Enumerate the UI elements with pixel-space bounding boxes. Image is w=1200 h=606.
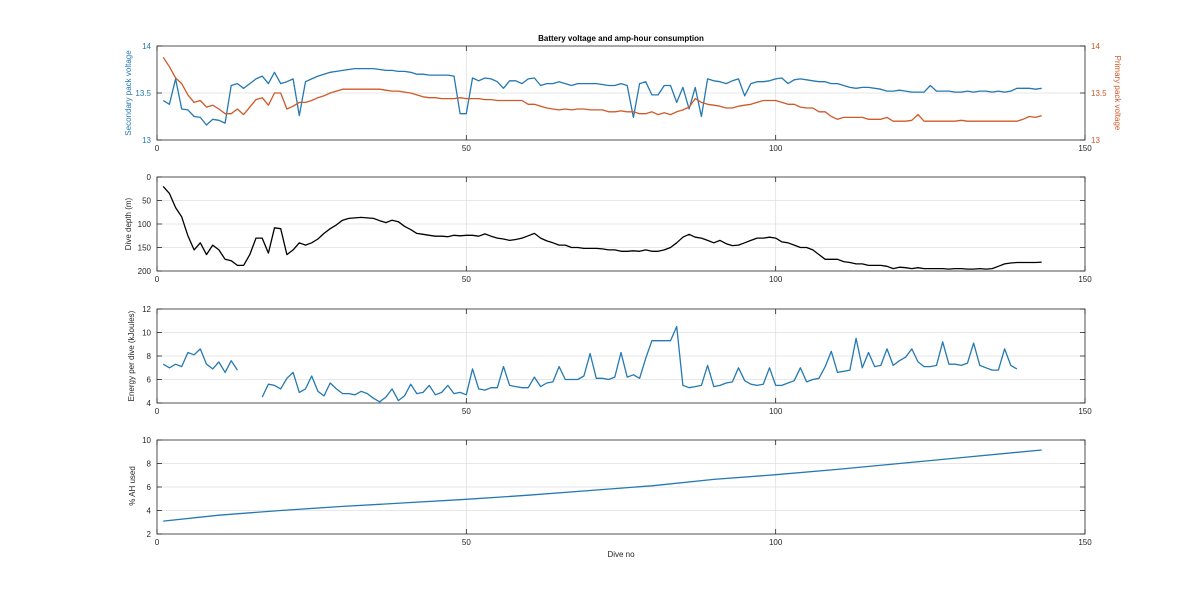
- secondary-pack-voltage-line: [162, 67, 1042, 126]
- y-tick-label: 6: [147, 376, 152, 385]
- energy-panel: Energy per dive (kJoules) 0 50 100 150 4 6 8 10…: [127, 305, 1092, 416]
- y-right-tick-label: 13: [1091, 136, 1100, 145]
- x-tick-label: 150: [1078, 144, 1092, 153]
- y-right-tick-label: 13.5: [1091, 89, 1107, 98]
- x-tick-label: 150: [1078, 538, 1092, 547]
- y-axis-label-right: Primary pack voltage: [1113, 56, 1122, 131]
- series-line: [162, 348, 238, 374]
- y-tick-label: 10: [142, 436, 151, 445]
- y-tick-label: 12: [142, 305, 151, 314]
- x-tick-label: 150: [1078, 275, 1092, 284]
- y-tick-label: 100: [138, 220, 152, 229]
- y-axis-label-left: Secondary pack voltage: [124, 50, 133, 136]
- y-tick-label: 8: [147, 460, 152, 469]
- x-tick-label: 50: [462, 144, 471, 153]
- x-axis-label: Dive no: [607, 550, 635, 559]
- x-tick-label: 50: [462, 407, 471, 416]
- depth-panel: Dive depth (m) 0 50 100 150 0 50 100 150 200: [124, 173, 1092, 284]
- voltage-panel: Battery voltage and amp-hour consumption…: [124, 34, 1122, 153]
- y-right-tick-label: 14: [1091, 42, 1100, 51]
- grid: [157, 440, 1085, 534]
- y-tick-label: 10: [142, 329, 151, 338]
- ah-panel: % AH used Dive no 0 50 100 150 2 4 6 8 10: [128, 436, 1092, 559]
- x-tick-label: 100: [769, 407, 783, 416]
- x-tick-label: 0: [155, 144, 160, 153]
- x-tick-label: 50: [462, 275, 471, 284]
- x-tick-label: 100: [769, 538, 783, 547]
- y-tick-label: 4: [147, 507, 152, 516]
- x-tick-label: 100: [769, 275, 783, 284]
- x-tick-label: 50: [462, 538, 471, 547]
- y-tick-label: 2: [147, 530, 152, 539]
- series-line: [261, 325, 1018, 403]
- x-tick-label: 0: [155, 275, 160, 284]
- y-tick-label: 14: [142, 42, 151, 51]
- chart-title: Battery voltage and amp-hour consumption: [538, 34, 704, 43]
- y-tick-label: 8: [147, 352, 152, 361]
- y-tick-label: 50: [142, 197, 151, 206]
- y-axis-label: Energy per dive (kJoules): [127, 310, 136, 401]
- y-tick-label: 13: [142, 136, 151, 145]
- x-tick-label: 150: [1078, 407, 1092, 416]
- series-line: [163, 449, 1042, 522]
- y-tick-label: 4: [147, 399, 152, 408]
- series-line: [162, 185, 1042, 270]
- x-tick-label: 0: [155, 538, 160, 547]
- y-tick-label: 0: [147, 173, 152, 182]
- y-tick-label: 200: [138, 267, 152, 276]
- y-tick-label: 150: [138, 244, 152, 253]
- y-axis-label: Dive depth (m): [124, 197, 133, 250]
- grid: [157, 177, 1085, 271]
- x-tick-label: 100: [769, 144, 783, 153]
- y-tick-label: 6: [147, 483, 152, 492]
- primary-pack-voltage-line: [162, 56, 1042, 122]
- y-tick-label: 13.5: [135, 89, 151, 98]
- grid: [157, 309, 1085, 403]
- x-tick-label: 0: [155, 407, 160, 416]
- grid: [157, 46, 1085, 140]
- y-axis-label: % AH used: [128, 466, 137, 506]
